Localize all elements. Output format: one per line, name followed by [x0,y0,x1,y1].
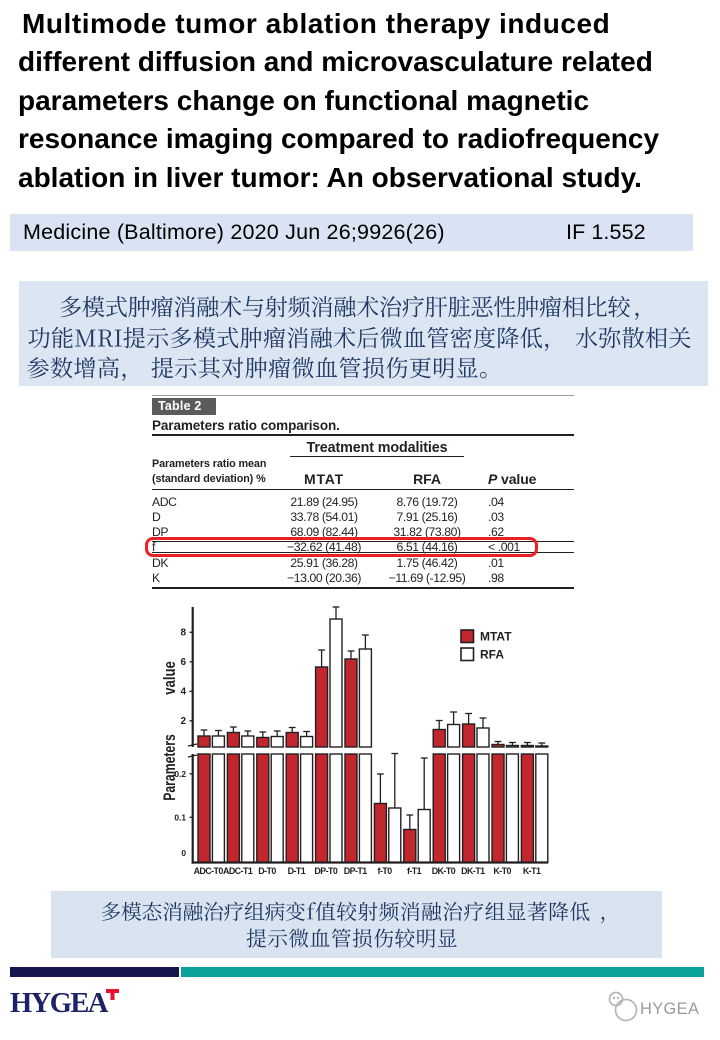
svg-text:DK-T0: DK-T0 [432,866,456,876]
svg-text:D-T1: D-T1 [288,866,306,876]
svg-text:8: 8 [180,628,186,639]
svg-text:DP-T0: DP-T0 [314,866,338,876]
svg-text:D-T0: D-T0 [258,866,276,876]
svg-text:DP-T1: DP-T1 [344,866,368,876]
svg-text:f-T1: f-T1 [407,866,422,876]
svg-text:ADC-T1: ADC-T1 [223,866,253,876]
svg-text:f-T0: f-T0 [378,866,393,876]
svg-text:0.1: 0.1 [174,813,186,823]
svg-text:K-T1: K-T1 [523,866,541,876]
svg-text:0.2: 0.2 [174,769,186,779]
svg-text:2: 2 [180,716,186,727]
svg-text:6: 6 [180,657,186,668]
svg-text:RFA: RFA [480,648,504,662]
svg-text:Parameters: Parameters [160,734,179,801]
svg-text:0: 0 [181,848,186,858]
svg-text:ADC-T0: ADC-T0 [194,866,224,876]
svg-text:K-T0: K-T0 [493,866,511,876]
svg-text:DK-T1: DK-T1 [461,866,485,876]
svg-text:MTAT: MTAT [480,630,512,644]
svg-text:value: value [160,661,179,695]
svg-text:4: 4 [180,687,186,698]
